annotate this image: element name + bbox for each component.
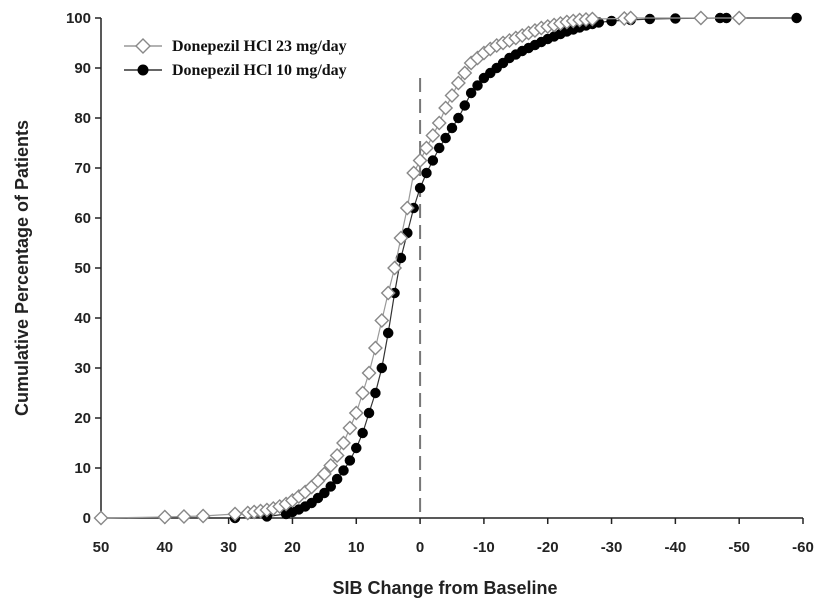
data-point	[623, 10, 639, 26]
data-point	[421, 167, 432, 179]
data-point	[329, 448, 345, 463]
data-point	[457, 65, 473, 81]
data-point	[367, 340, 383, 356]
series-line	[234, 17, 797, 519]
data-point	[406, 165, 422, 181]
data-point	[444, 88, 460, 103]
y-axis-title: Cumulative Percentage of Patients	[12, 120, 32, 416]
data-point	[446, 122, 458, 134]
data-point	[472, 80, 483, 91]
data-point	[325, 481, 336, 492]
legend-marker-circle	[137, 64, 149, 76]
y-tick-label: 20	[74, 410, 91, 427]
data-point	[361, 365, 377, 381]
data-point	[355, 385, 371, 401]
data-point	[331, 473, 343, 485]
x-tick-label: 20	[284, 539, 301, 556]
data-point	[791, 12, 802, 24]
data-point	[418, 140, 434, 156]
y-tick-label: 90	[74, 60, 91, 77]
x-tick-label: 10	[348, 539, 365, 556]
legend-entry: Donepezil HCl 23 mg/day	[124, 38, 347, 55]
data-point	[351, 442, 362, 454]
data-point	[336, 435, 351, 451]
data-point	[644, 13, 656, 25]
legend-entry: Donepezil HCl 10 mg/day	[124, 62, 347, 79]
data-point	[380, 285, 396, 301]
data-point	[584, 11, 600, 27]
x-tick-label: 0	[416, 539, 424, 556]
data-point	[395, 252, 407, 264]
data-point	[374, 313, 390, 328]
data-point	[440, 132, 451, 144]
x-tick-label: 50	[93, 539, 110, 556]
data-point	[323, 458, 339, 473]
y-tick-label: 40	[74, 310, 91, 327]
data-point	[465, 87, 477, 99]
data-point	[425, 128, 441, 143]
data-point	[348, 405, 364, 421]
data-point	[450, 75, 466, 91]
y-tick-label: 60	[74, 210, 91, 227]
x-tick-label: 30	[220, 539, 237, 556]
data-point	[357, 427, 368, 439]
data-point	[606, 15, 617, 27]
x-tick-label: -60	[792, 539, 814, 556]
data-point	[431, 115, 447, 131]
data-point	[459, 100, 471, 111]
data-point	[376, 362, 388, 374]
y-tick-label: 10	[74, 460, 91, 477]
data-point	[414, 182, 426, 194]
x-tick-label: -30	[601, 539, 623, 556]
series-donepezil-10mg	[229, 12, 802, 524]
data-point	[195, 508, 211, 524]
data-point	[399, 200, 415, 216]
legend-label: Donepezil HCl 23 mg/day	[172, 38, 347, 55]
y-tick-label: 80	[74, 110, 91, 127]
data-point	[427, 155, 439, 166]
series-donepezil-23mg	[93, 10, 747, 526]
data-point	[393, 230, 409, 246]
data-point	[316, 466, 332, 482]
data-point	[370, 387, 381, 399]
data-point	[731, 10, 747, 26]
data-point	[157, 509, 173, 525]
x-tick-label: 40	[156, 539, 173, 556]
data-point	[93, 510, 109, 526]
series-layer	[93, 10, 802, 526]
data-point	[319, 487, 330, 499]
data-point	[342, 420, 358, 436]
data-point	[338, 465, 349, 476]
x-tick-label: -50	[728, 539, 750, 556]
data-point	[453, 112, 464, 124]
data-point	[227, 506, 243, 522]
legend-marker-diamond	[135, 38, 151, 54]
y-tick-label: 30	[74, 360, 91, 377]
y-tick-label: 70	[74, 160, 91, 177]
x-axis-title: SIB Change from Baseline	[332, 578, 557, 598]
y-tick-label: 100	[66, 10, 91, 27]
data-point	[382, 327, 394, 339]
data-point	[693, 10, 709, 26]
legend-label: Donepezil HCl 10 mg/day	[172, 62, 347, 79]
legend: Donepezil HCl 23 mg/day Donepezil HCl 10 …	[124, 38, 347, 79]
data-point	[433, 142, 445, 154]
data-point	[412, 153, 428, 168]
x-tick-label: -10	[473, 539, 495, 556]
data-point	[344, 455, 356, 466]
x-tick-label: -40	[665, 539, 687, 556]
data-point	[363, 407, 375, 419]
y-tick-label: 0	[83, 510, 91, 527]
data-point	[387, 260, 403, 276]
x-tick-label: -20	[537, 539, 559, 556]
data-point	[176, 509, 192, 524]
data-point	[438, 100, 454, 116]
y-tick-label: 50	[74, 260, 91, 277]
